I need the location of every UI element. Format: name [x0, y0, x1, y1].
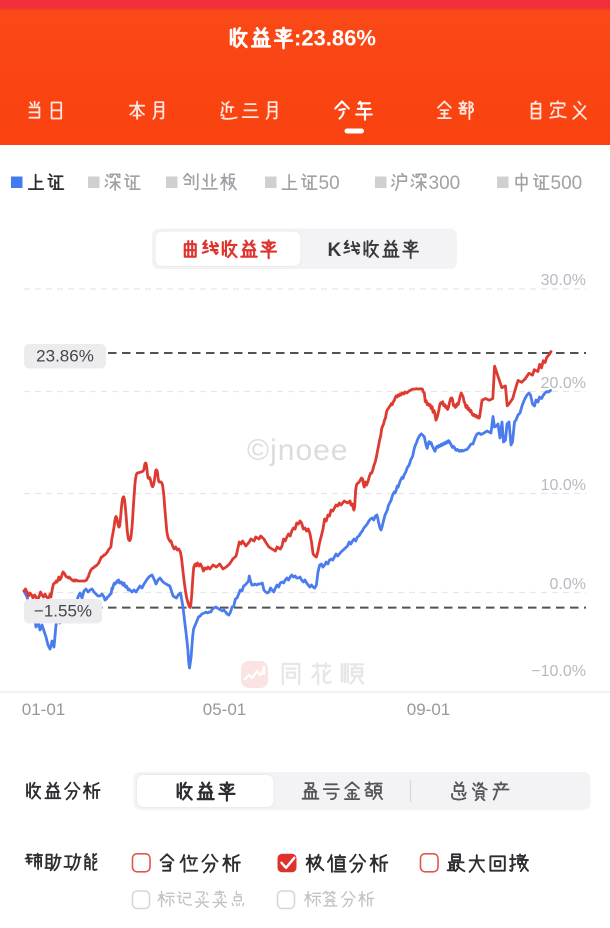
svg-text:23.86%: 23.86%: [36, 347, 94, 366]
svg-text:50: 50: [319, 173, 340, 194]
svg-text:0.0%: 0.0%: [550, 576, 586, 593]
svg-text:05-01: 05-01: [203, 700, 246, 719]
svg-text:500: 500: [551, 173, 583, 194]
svg-text:−10.0%: −10.0%: [531, 663, 586, 680]
svg-text::23.86%: :23.86%: [294, 26, 376, 51]
svg-text:10.0%: 10.0%: [541, 477, 586, 494]
svg-text:300: 300: [429, 173, 461, 194]
svg-text:30.0%: 30.0%: [541, 272, 586, 289]
svg-text:20.0%: 20.0%: [541, 375, 586, 392]
svg-text:01-01: 01-01: [22, 700, 65, 719]
svg-text:©jnoee: ©jnoee: [247, 434, 349, 467]
svg-text:−1.55%: −1.55%: [34, 602, 92, 621]
svg-text:K: K: [328, 240, 342, 261]
svg-text:09-01: 09-01: [407, 700, 450, 719]
